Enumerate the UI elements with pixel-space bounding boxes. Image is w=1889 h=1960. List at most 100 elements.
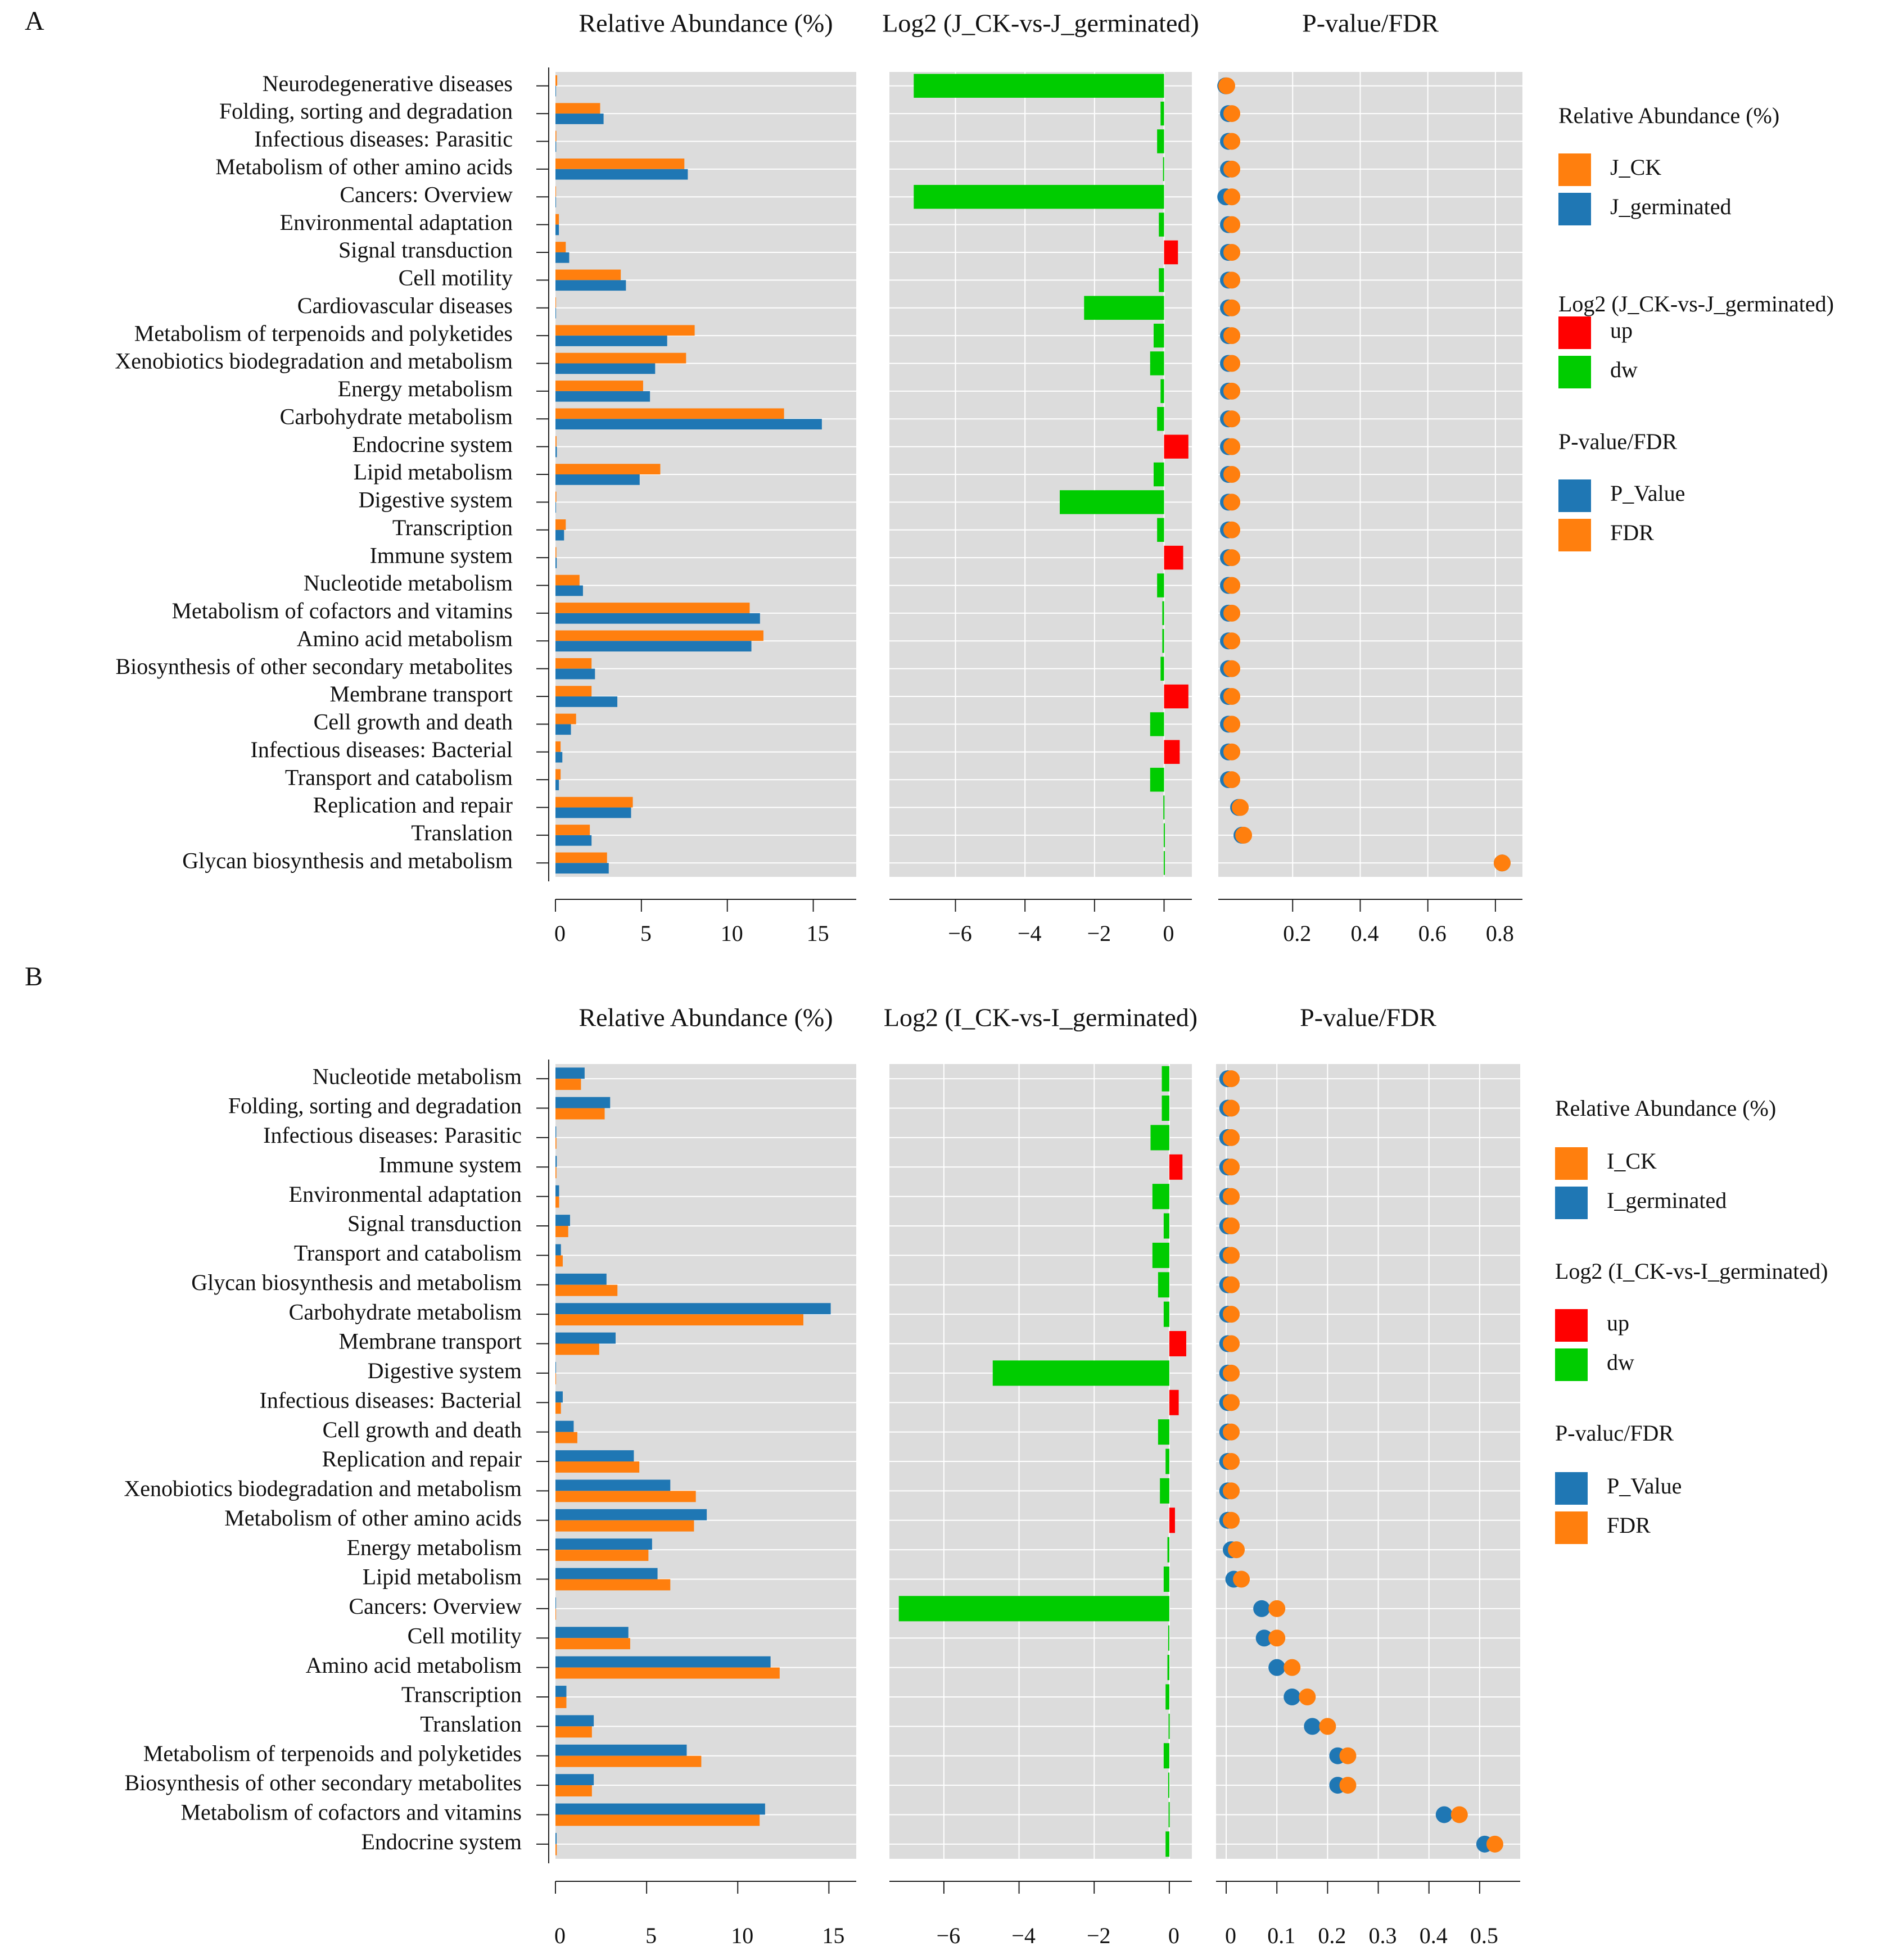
category-label: Lipid metabolism [363,1564,522,1590]
legend-label: up [1607,1310,1629,1336]
log2-bar [1157,407,1164,431]
ck-bar [555,1696,567,1708]
legend-label: I_germinated [1607,1188,1727,1213]
log2-bar [1160,1478,1169,1504]
category-label: Cardiovascular diseases [297,293,513,318]
germinated-bar [555,1332,616,1344]
germinated-bar [555,419,822,430]
fdr-dot [1223,466,1241,483]
ck-bar [555,713,576,725]
germinated-bar [555,502,556,513]
legend-label: up [1610,318,1633,343]
ck-bar [555,1608,556,1620]
log2-bar [1158,1419,1169,1445]
fdr-dot [1223,1511,1240,1529]
category-label: Environmental adaptation [280,210,513,235]
category-label: Infectious diseases: Bacterial [251,737,513,762]
legend-swatch [1555,1309,1588,1342]
abundance-tick-label: 0 [554,921,566,946]
fdr-dot [1319,1718,1336,1735]
log2-bar [1168,1801,1170,1827]
abundance-title: Relative Abundance (%) [579,9,833,38]
ck-bar [555,408,784,419]
ck-bar [555,1726,592,1738]
category-label: Transport and catabolism [294,1241,522,1266]
germinated-bar [555,1686,567,1697]
category-label: Endocrine system [361,1829,522,1854]
ck-bar [555,75,558,86]
p-value-dot [1268,1659,1286,1676]
log2-bar [1157,518,1164,542]
log2-bar [1157,573,1164,597]
log2-bar [1169,1389,1179,1415]
germinated-bar [555,1391,563,1403]
fdr-dot [1223,577,1241,594]
ck-bar [555,1314,803,1326]
germinated-bar [555,558,557,568]
fdr-dot [1223,604,1241,622]
germinated-bar [555,1538,652,1550]
fdr-dot [1223,1482,1240,1500]
panel-a: A Relative Abundance (%) Log2 (J_CK-vs-J_g… [25,6,1834,946]
ck-bar [555,242,566,252]
fdr-dot [1299,1688,1316,1705]
category-label: Energy metabolism [347,1534,522,1560]
fdr-dot [1223,1099,1240,1117]
legend-swatch [1555,1147,1588,1180]
legend-swatch [1558,479,1591,512]
legend-title: Relative Abundance (%) [1555,1096,1776,1121]
fdr-dot [1233,1570,1250,1588]
log2-bar [898,1596,1169,1622]
germinated-bar [555,1568,658,1579]
fdr-dot [1223,549,1241,567]
fdr-dot [1450,1806,1468,1823]
ck-bar [555,130,557,142]
abundance-tick-label: 10 [731,1923,753,1948]
germinated-bar [555,1361,556,1373]
category-label: Xenobiotics biodegradation and metabolis… [115,348,513,374]
legend-title: P-valuc/FDR [1555,1420,1674,1446]
category-label: Metabolism of terpenoids and polyketides [143,1741,522,1766]
legend-title: Relative Abundance (%) [1558,103,1779,128]
abundance-title: Relative Abundance (%) [579,1003,833,1032]
log2-bar [1163,851,1165,875]
germinated-bar [555,336,667,346]
category-label: Xenobiotics biodegradation and metabolis… [124,1476,522,1501]
fdr-dot [1223,105,1241,123]
fdr-dot [1218,77,1236,94]
log2-bar [1152,1184,1169,1210]
ck-bar [555,1284,618,1296]
category-label: Biosynthesis of other secondary metaboli… [124,1770,522,1795]
category-label: Cell growth and death [314,709,513,735]
ck-bar [555,519,566,530]
germinated-bar [555,1744,687,1756]
category-label: Infectious diseases: Parasitic [254,126,513,152]
germinated-bar [555,1803,765,1815]
legend-label: dw [1607,1350,1634,1375]
germinated-bar [555,1450,634,1461]
fdr-dot [1223,160,1241,178]
germinated-bar [555,280,626,291]
abundance-tick-label: 15 [822,1923,844,1948]
germinated-bar [555,1215,570,1226]
category-label: Metabolism of other amino acids [215,154,513,179]
germinated-bar [555,224,559,236]
legend-label: FDR [1607,1513,1651,1538]
germinated-bar [555,474,640,485]
log2-bar [1150,351,1164,375]
log2-bar [914,184,1164,209]
ck-bar [555,159,685,169]
fdr-dot [1223,327,1241,345]
fdr-dot [1223,688,1241,705]
log2-tick-label: −4 [1011,1923,1036,1948]
p-value-dot [1255,1629,1273,1647]
log2-bar [1150,712,1164,736]
fdr-dot [1486,1835,1503,1853]
fdr-dot [1223,1188,1240,1205]
log2-title: Log2 (I_CK-vs-I_germinated) [884,1003,1197,1032]
germinated-bar [555,114,604,124]
category-label: Replication and repair [322,1446,522,1472]
ck-bar [555,186,556,197]
fdr-dot [1223,355,1241,372]
